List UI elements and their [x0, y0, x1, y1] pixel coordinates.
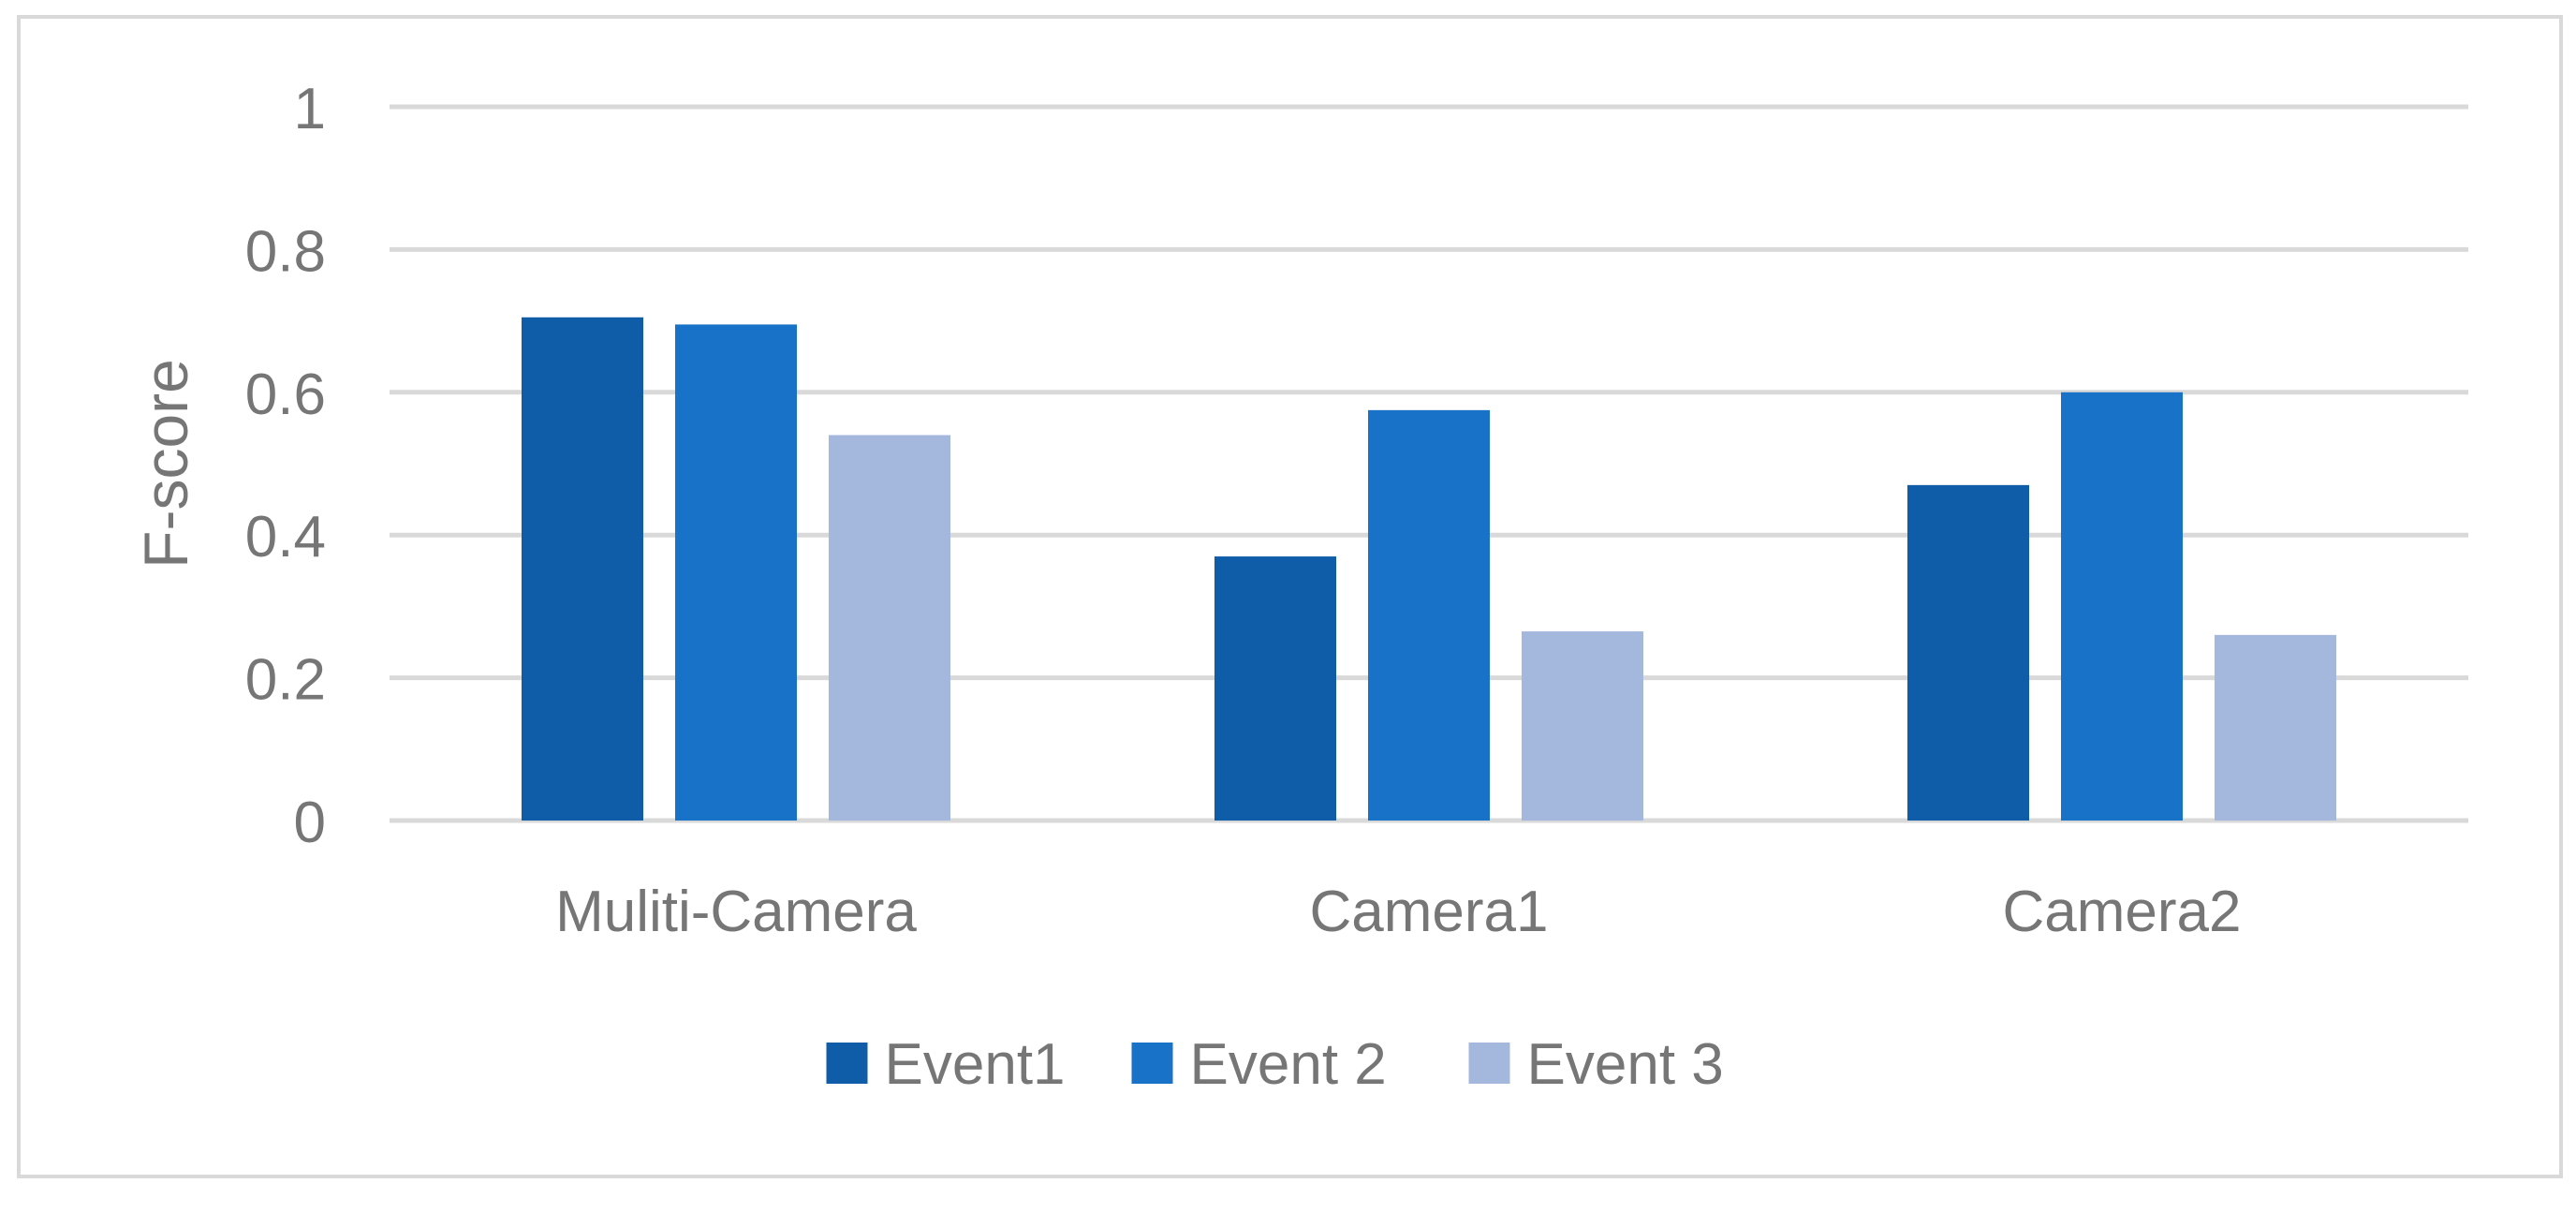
y-tick-label: 0.8	[245, 219, 326, 284]
legend-swatch	[826, 1043, 868, 1084]
y-tick-label: 0	[294, 791, 326, 855]
y-tick-label: 0.6	[245, 362, 326, 427]
bar-event3-camera2	[2215, 634, 2336, 821]
bar-event1-camera2	[1907, 484, 2029, 821]
bar-event2-muliti-camera	[675, 324, 797, 821]
x-tick-label: Muliti-Camera	[555, 880, 917, 944]
x-tick-label: Camera2	[2003, 880, 2242, 944]
y-axis-label: F-score	[131, 359, 200, 569]
y-tick-label: 0.4	[245, 505, 326, 570]
x-axis-tick-labels: Muliti-Camera Camera1 Camera2	[555, 880, 2241, 944]
legend: Event1 Event 2 Event 3	[826, 1032, 1724, 1097]
bar-event1-camera1	[1214, 556, 1336, 821]
bars	[522, 317, 2336, 821]
bar-event3-muliti-camera	[829, 435, 950, 821]
legend-label: Event 2	[1190, 1032, 1387, 1097]
y-tick-label: 1	[294, 77, 326, 141]
legend-swatch	[1468, 1043, 1510, 1084]
legend-swatch	[1131, 1043, 1173, 1084]
legend-label: Event1	[885, 1032, 1066, 1097]
bar-event3-camera1	[1522, 631, 1643, 821]
y-axis-tick-labels: 0 0.2 0.4 0.6 0.8 1	[245, 77, 326, 855]
bar-event2-camera1	[1368, 409, 1490, 821]
y-tick-label: 0.2	[245, 648, 326, 713]
bar-event2-camera2	[2061, 392, 2183, 821]
legend-label: Event 3	[1527, 1032, 1724, 1097]
x-tick-label: Camera1	[1310, 880, 1549, 944]
bar-event1-muliti-camera	[522, 317, 643, 821]
